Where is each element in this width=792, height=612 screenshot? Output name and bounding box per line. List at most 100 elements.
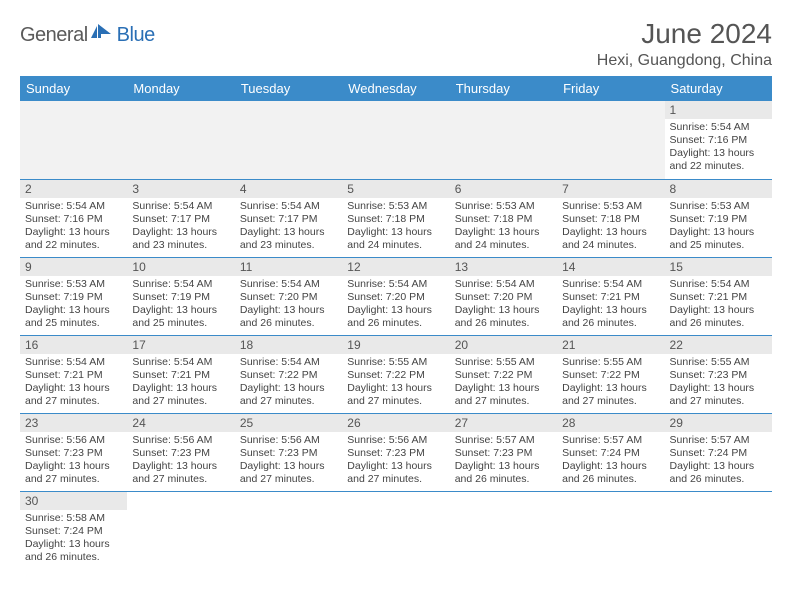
- day-details: Sunrise: 5:54 AMSunset: 7:17 PMDaylight:…: [235, 198, 342, 257]
- daylight-text: Daylight: 13 hours and 26 minutes.: [347, 304, 444, 330]
- calendar-cell: 14Sunrise: 5:54 AMSunset: 7:21 PMDayligh…: [557, 257, 664, 335]
- sunrise-text: Sunrise: 5:57 AM: [562, 434, 659, 447]
- sunrise-text: Sunrise: 5:53 AM: [347, 200, 444, 213]
- calendar-cell: [127, 101, 234, 179]
- daylight-text: Daylight: 13 hours and 26 minutes.: [25, 538, 122, 564]
- calendar-cell: 9Sunrise: 5:53 AMSunset: 7:19 PMDaylight…: [20, 257, 127, 335]
- sunrise-text: Sunrise: 5:56 AM: [25, 434, 122, 447]
- day-details: Sunrise: 5:54 AMSunset: 7:19 PMDaylight:…: [127, 276, 234, 335]
- calendar-cell: [127, 491, 234, 569]
- daylight-text: Daylight: 13 hours and 26 minutes.: [562, 304, 659, 330]
- sunrise-text: Sunrise: 5:56 AM: [132, 434, 229, 447]
- day-number: 29: [665, 414, 772, 432]
- header: General Blue June 2024 Hexi, Guangdong, …: [20, 18, 772, 70]
- calendar-row: 2Sunrise: 5:54 AMSunset: 7:16 PMDaylight…: [20, 179, 772, 257]
- calendar-cell: [665, 491, 772, 569]
- daylight-text: Daylight: 13 hours and 27 minutes.: [25, 382, 122, 408]
- location-text: Hexi, Guangdong, China: [597, 52, 772, 70]
- calendar-cell: 16Sunrise: 5:54 AMSunset: 7:21 PMDayligh…: [20, 335, 127, 413]
- calendar-cell: 7Sunrise: 5:53 AMSunset: 7:18 PMDaylight…: [557, 179, 664, 257]
- brand-logo: General Blue: [20, 18, 155, 47]
- day-details: Sunrise: 5:57 AMSunset: 7:24 PMDaylight:…: [557, 432, 664, 491]
- sunrise-text: Sunrise: 5:57 AM: [455, 434, 552, 447]
- sunrise-text: Sunrise: 5:53 AM: [455, 200, 552, 213]
- daylight-text: Daylight: 13 hours and 26 minutes.: [455, 460, 552, 486]
- day-number: 7: [557, 180, 664, 198]
- sunrise-text: Sunrise: 5:57 AM: [670, 434, 767, 447]
- calendar-row: 1Sunrise: 5:54 AMSunset: 7:16 PMDaylight…: [20, 101, 772, 179]
- day-number: 24: [127, 414, 234, 432]
- sunrise-text: Sunrise: 5:55 AM: [347, 356, 444, 369]
- sunrise-text: Sunrise: 5:55 AM: [562, 356, 659, 369]
- day-number: 17: [127, 336, 234, 354]
- sunrise-text: Sunrise: 5:54 AM: [25, 356, 122, 369]
- daylight-text: Daylight: 13 hours and 24 minutes.: [347, 226, 444, 252]
- day-details: Sunrise: 5:58 AMSunset: 7:24 PMDaylight:…: [20, 510, 127, 569]
- sunset-text: Sunset: 7:23 PM: [455, 447, 552, 460]
- sunset-text: Sunset: 7:19 PM: [670, 213, 767, 226]
- day-number: 25: [235, 414, 342, 432]
- daylight-text: Daylight: 13 hours and 26 minutes.: [455, 304, 552, 330]
- day-number: 15: [665, 258, 772, 276]
- day-number: 30: [20, 492, 127, 510]
- sunset-text: Sunset: 7:21 PM: [670, 291, 767, 304]
- calendar-cell: 17Sunrise: 5:54 AMSunset: 7:21 PMDayligh…: [127, 335, 234, 413]
- daylight-text: Daylight: 13 hours and 24 minutes.: [455, 226, 552, 252]
- day-details: Sunrise: 5:54 AMSunset: 7:21 PMDaylight:…: [665, 276, 772, 335]
- day-number: 19: [342, 336, 449, 354]
- sunset-text: Sunset: 7:16 PM: [670, 134, 767, 147]
- col-thursday: Thursday: [450, 76, 557, 101]
- daylight-text: Daylight: 13 hours and 22 minutes.: [25, 226, 122, 252]
- sunrise-text: Sunrise: 5:53 AM: [25, 278, 122, 291]
- calendar-row: 23Sunrise: 5:56 AMSunset: 7:23 PMDayligh…: [20, 413, 772, 491]
- daylight-text: Daylight: 13 hours and 27 minutes.: [347, 382, 444, 408]
- calendar-cell: 11Sunrise: 5:54 AMSunset: 7:20 PMDayligh…: [235, 257, 342, 335]
- brand-part2: Blue: [117, 24, 155, 47]
- sunrise-text: Sunrise: 5:56 AM: [240, 434, 337, 447]
- day-header-row: Sunday Monday Tuesday Wednesday Thursday…: [20, 76, 772, 101]
- sunset-text: Sunset: 7:20 PM: [347, 291, 444, 304]
- sunset-text: Sunset: 7:21 PM: [132, 369, 229, 382]
- calendar-cell: 28Sunrise: 5:57 AMSunset: 7:24 PMDayligh…: [557, 413, 664, 491]
- sunrise-text: Sunrise: 5:58 AM: [25, 512, 122, 525]
- daylight-text: Daylight: 13 hours and 25 minutes.: [25, 304, 122, 330]
- calendar-cell: 20Sunrise: 5:55 AMSunset: 7:22 PMDayligh…: [450, 335, 557, 413]
- day-details: Sunrise: 5:54 AMSunset: 7:20 PMDaylight:…: [235, 276, 342, 335]
- sunset-text: Sunset: 7:23 PM: [240, 447, 337, 460]
- sunset-text: Sunset: 7:18 PM: [562, 213, 659, 226]
- calendar-cell: 2Sunrise: 5:54 AMSunset: 7:16 PMDaylight…: [20, 179, 127, 257]
- day-number: 16: [20, 336, 127, 354]
- calendar-cell: 12Sunrise: 5:54 AMSunset: 7:20 PMDayligh…: [342, 257, 449, 335]
- day-number: 26: [342, 414, 449, 432]
- calendar-cell: 23Sunrise: 5:56 AMSunset: 7:23 PMDayligh…: [20, 413, 127, 491]
- calendar-cell: 6Sunrise: 5:53 AMSunset: 7:18 PMDaylight…: [450, 179, 557, 257]
- calendar-cell: [450, 101, 557, 179]
- day-number: 23: [20, 414, 127, 432]
- calendar-cell: 26Sunrise: 5:56 AMSunset: 7:23 PMDayligh…: [342, 413, 449, 491]
- calendar-cell: 21Sunrise: 5:55 AMSunset: 7:22 PMDayligh…: [557, 335, 664, 413]
- day-details: Sunrise: 5:54 AMSunset: 7:21 PMDaylight:…: [557, 276, 664, 335]
- sunset-text: Sunset: 7:22 PM: [562, 369, 659, 382]
- day-number: 28: [557, 414, 664, 432]
- sunset-text: Sunset: 7:19 PM: [25, 291, 122, 304]
- sunset-text: Sunset: 7:22 PM: [347, 369, 444, 382]
- sunset-text: Sunset: 7:23 PM: [132, 447, 229, 460]
- daylight-text: Daylight: 13 hours and 23 minutes.: [240, 226, 337, 252]
- col-tuesday: Tuesday: [235, 76, 342, 101]
- day-number: 22: [665, 336, 772, 354]
- calendar-cell: 8Sunrise: 5:53 AMSunset: 7:19 PMDaylight…: [665, 179, 772, 257]
- day-number: 8: [665, 180, 772, 198]
- day-details: Sunrise: 5:54 AMSunset: 7:16 PMDaylight:…: [665, 119, 772, 178]
- day-number: 11: [235, 258, 342, 276]
- day-details: Sunrise: 5:55 AMSunset: 7:22 PMDaylight:…: [342, 354, 449, 413]
- sunrise-text: Sunrise: 5:54 AM: [670, 278, 767, 291]
- col-saturday: Saturday: [665, 76, 772, 101]
- sunrise-text: Sunrise: 5:53 AM: [670, 200, 767, 213]
- sunset-text: Sunset: 7:18 PM: [455, 213, 552, 226]
- day-details: Sunrise: 5:55 AMSunset: 7:22 PMDaylight:…: [450, 354, 557, 413]
- day-number: 10: [127, 258, 234, 276]
- daylight-text: Daylight: 13 hours and 27 minutes.: [455, 382, 552, 408]
- sunrise-text: Sunrise: 5:55 AM: [455, 356, 552, 369]
- day-details: Sunrise: 5:56 AMSunset: 7:23 PMDaylight:…: [127, 432, 234, 491]
- daylight-text: Daylight: 13 hours and 24 minutes.: [562, 226, 659, 252]
